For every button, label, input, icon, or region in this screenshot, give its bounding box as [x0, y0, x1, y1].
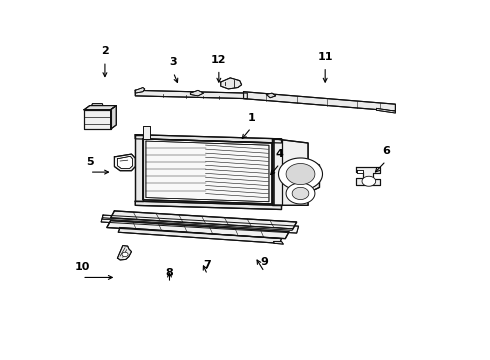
Polygon shape	[118, 228, 281, 243]
Polygon shape	[102, 218, 293, 230]
Polygon shape	[286, 163, 315, 185]
Polygon shape	[135, 135, 281, 143]
Text: 3: 3	[170, 57, 177, 67]
Polygon shape	[111, 211, 297, 229]
Polygon shape	[267, 93, 276, 98]
Polygon shape	[278, 158, 322, 190]
Polygon shape	[274, 242, 283, 244]
Polygon shape	[376, 108, 395, 113]
Polygon shape	[362, 176, 376, 186]
Polygon shape	[84, 105, 116, 110]
Polygon shape	[292, 187, 309, 199]
Text: 8: 8	[166, 268, 173, 278]
Text: 11: 11	[318, 52, 333, 62]
Text: 1: 1	[247, 113, 255, 123]
Text: 6: 6	[382, 146, 390, 156]
Polygon shape	[135, 90, 247, 99]
Text: 7: 7	[203, 260, 211, 270]
Text: 10: 10	[74, 262, 90, 273]
Polygon shape	[135, 135, 143, 201]
Polygon shape	[111, 105, 116, 129]
Polygon shape	[118, 246, 131, 260]
Polygon shape	[107, 221, 289, 239]
Polygon shape	[220, 78, 242, 89]
Text: 9: 9	[261, 257, 269, 267]
Polygon shape	[272, 139, 281, 205]
Text: 4: 4	[276, 149, 284, 159]
Polygon shape	[84, 110, 111, 129]
Text: 5: 5	[86, 157, 94, 167]
Polygon shape	[135, 87, 145, 93]
Polygon shape	[115, 154, 135, 171]
Polygon shape	[101, 215, 298, 233]
Polygon shape	[122, 252, 128, 257]
Polygon shape	[118, 156, 133, 168]
Polygon shape	[143, 126, 150, 139]
Polygon shape	[92, 104, 103, 105]
Polygon shape	[143, 139, 272, 204]
Text: 2: 2	[101, 46, 109, 56]
Polygon shape	[244, 92, 395, 111]
Polygon shape	[190, 90, 204, 96]
Polygon shape	[274, 139, 319, 205]
Text: 12: 12	[211, 55, 226, 64]
Polygon shape	[135, 201, 281, 210]
Polygon shape	[357, 170, 363, 174]
Polygon shape	[286, 183, 315, 204]
Polygon shape	[356, 167, 380, 185]
